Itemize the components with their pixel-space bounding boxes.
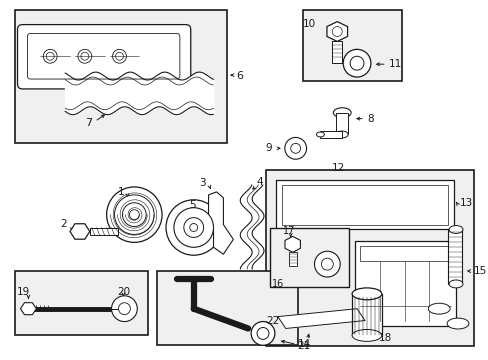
Bar <box>157 271 297 345</box>
Text: 1: 1 <box>117 187 124 197</box>
Circle shape <box>43 49 57 63</box>
Bar <box>320 131 342 139</box>
Bar <box>269 228 348 287</box>
Text: 9: 9 <box>264 143 271 153</box>
Text: 7: 7 <box>84 118 92 127</box>
Ellipse shape <box>448 280 462 288</box>
Text: 8: 8 <box>366 114 373 123</box>
Ellipse shape <box>351 288 381 300</box>
Bar <box>15 271 148 336</box>
Circle shape <box>251 321 274 345</box>
Text: 17: 17 <box>282 226 295 237</box>
Circle shape <box>183 217 203 237</box>
Ellipse shape <box>333 108 350 118</box>
Text: 5: 5 <box>188 200 195 210</box>
Circle shape <box>349 56 363 70</box>
FancyBboxPatch shape <box>27 33 180 79</box>
Circle shape <box>257 328 268 339</box>
Ellipse shape <box>446 318 468 329</box>
Polygon shape <box>20 303 36 315</box>
Polygon shape <box>326 22 347 41</box>
Circle shape <box>314 251 340 277</box>
Ellipse shape <box>351 329 381 341</box>
Bar <box>90 228 117 235</box>
Bar <box>336 113 347 135</box>
Ellipse shape <box>448 225 462 233</box>
Bar <box>302 10 401 81</box>
Text: 16: 16 <box>271 279 284 289</box>
Ellipse shape <box>427 303 449 314</box>
Circle shape <box>129 210 139 220</box>
Text: 20: 20 <box>117 287 130 297</box>
Circle shape <box>189 224 197 231</box>
Bar <box>288 252 296 266</box>
FancyBboxPatch shape <box>18 24 190 89</box>
Text: 21: 21 <box>297 341 310 351</box>
Circle shape <box>118 303 130 315</box>
Circle shape <box>122 203 146 226</box>
Text: 18: 18 <box>378 333 391 343</box>
Text: 12: 12 <box>332 163 345 173</box>
Polygon shape <box>208 192 233 254</box>
Circle shape <box>112 49 126 63</box>
Bar <box>275 180 453 229</box>
Text: 22: 22 <box>265 316 279 325</box>
Circle shape <box>78 49 92 63</box>
Bar <box>447 229 461 284</box>
Text: 19: 19 <box>17 287 30 297</box>
Text: 2: 2 <box>60 219 66 229</box>
Bar <box>15 10 227 143</box>
Circle shape <box>343 49 370 77</box>
Polygon shape <box>285 237 300 252</box>
Circle shape <box>332 27 342 36</box>
Bar <box>351 294 381 336</box>
Text: 3: 3 <box>198 178 205 188</box>
Circle shape <box>106 187 162 242</box>
Polygon shape <box>277 309 364 328</box>
Bar <box>281 185 447 225</box>
Bar <box>354 241 455 325</box>
Circle shape <box>114 195 154 234</box>
Text: 14: 14 <box>297 339 310 349</box>
Text: 6: 6 <box>236 71 243 81</box>
Text: 15: 15 <box>473 266 486 276</box>
Bar <box>265 170 473 346</box>
Circle shape <box>46 52 54 60</box>
Polygon shape <box>70 224 90 239</box>
Bar <box>332 41 342 63</box>
Circle shape <box>111 296 137 321</box>
Ellipse shape <box>316 132 324 137</box>
Circle shape <box>115 52 123 60</box>
Circle shape <box>284 138 306 159</box>
Circle shape <box>290 143 300 153</box>
Bar <box>359 246 450 261</box>
Circle shape <box>174 208 213 247</box>
Circle shape <box>81 52 89 60</box>
Text: 4: 4 <box>256 177 262 187</box>
Circle shape <box>165 200 221 255</box>
Text: 13: 13 <box>459 198 472 208</box>
Ellipse shape <box>336 131 347 138</box>
Circle shape <box>321 258 333 270</box>
Text: 10: 10 <box>302 19 315 28</box>
Text: 11: 11 <box>388 59 401 69</box>
